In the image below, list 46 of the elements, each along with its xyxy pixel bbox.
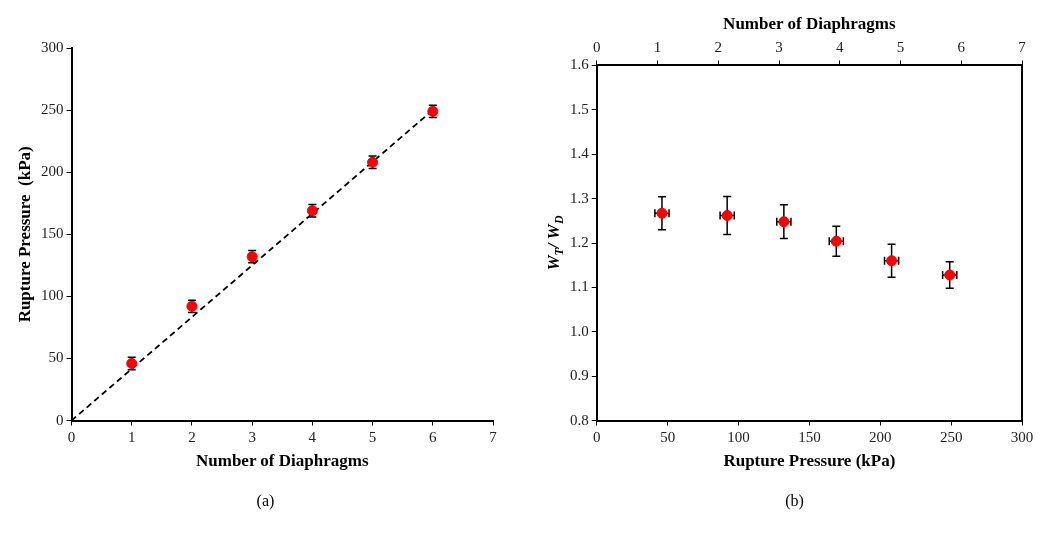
x-tick-label: 0 bbox=[593, 428, 601, 445]
x-tick-label: 7 bbox=[489, 428, 498, 445]
y-tick-label: 1.4 bbox=[570, 145, 590, 162]
y-tick-label: 1.5 bbox=[570, 100, 589, 117]
y-tick-label: 50 bbox=[48, 349, 64, 366]
x-tick-label: 3 bbox=[248, 428, 256, 445]
x-tick-label: 200 bbox=[869, 428, 892, 445]
x2-tick-label: 4 bbox=[836, 39, 844, 56]
x-axis-title: Number of Diaphragms bbox=[195, 451, 369, 471]
x2-tick-label: 1 bbox=[653, 39, 662, 56]
x2-tick-label: 0 bbox=[593, 39, 601, 56]
y-axis-title: WT/ WD bbox=[544, 215, 567, 271]
y-tick-label: 250 bbox=[41, 101, 64, 118]
y-tick-label: 100 bbox=[41, 287, 64, 304]
text: (a) bbox=[255, 492, 276, 510]
y-tick-label: 0.9 bbox=[570, 367, 589, 384]
x-tick-label: 100 bbox=[727, 428, 750, 445]
x-tick-label: 4 bbox=[308, 428, 317, 445]
x2-axis-title: Number of Diaphragms bbox=[723, 13, 897, 33]
x2-tick-label: 7 bbox=[1018, 39, 1027, 56]
x-tick-label: 150 bbox=[798, 428, 821, 445]
y-tick-label: 0 bbox=[56, 411, 64, 428]
x-axis-title: Rupture Pressure (kPa) bbox=[723, 451, 896, 471]
y-tick-label: 150 bbox=[41, 225, 64, 242]
y-tick-label: 200 bbox=[41, 163, 64, 180]
x2-tick-label: 5 bbox=[896, 39, 905, 56]
x-tick-label: 300 bbox=[1010, 428, 1034, 445]
y-tick-label: 300 bbox=[41, 38, 64, 55]
x-tick-label: 250 bbox=[939, 428, 963, 445]
y-tick-label: 1.6 bbox=[570, 56, 590, 73]
text: (b) bbox=[784, 492, 805, 510]
x2-tick-label: 3 bbox=[775, 39, 783, 56]
x-tick-label: 6 bbox=[429, 428, 438, 445]
x2-tick-label: 6 bbox=[957, 39, 966, 56]
x-tick-label: 0 bbox=[67, 428, 76, 445]
x-tick-label: 1 bbox=[127, 428, 136, 445]
y-tick-label: 0.8 bbox=[570, 411, 589, 428]
y-axis-title: Rupture Pressure (kPa) bbox=[15, 146, 35, 323]
y-tick-label: 1.3 bbox=[570, 189, 589, 206]
x-tick-label: 5 bbox=[368, 428, 377, 445]
x-tick-label: 2 bbox=[188, 428, 196, 445]
x2-tick-label: 2 bbox=[714, 39, 722, 56]
y-tick-label: 1.2 bbox=[570, 233, 589, 250]
y-tick-label: 1.1 bbox=[570, 278, 589, 295]
y-tick-label: 1.0 bbox=[570, 322, 589, 339]
x-tick-label: 50 bbox=[660, 428, 676, 445]
